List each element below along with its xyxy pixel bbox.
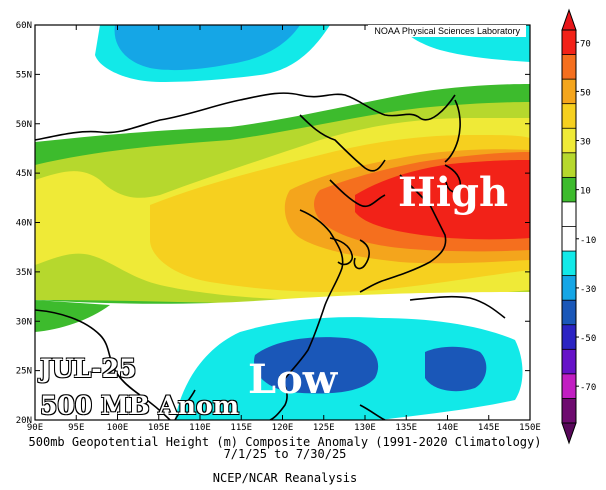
lon-label: 95E [68, 423, 84, 433]
lon-label: 105E [148, 423, 170, 433]
colorbar-label: -10 [580, 236, 596, 246]
low-label: Low [248, 356, 338, 403]
lat-label: 30N [16, 317, 32, 327]
colorbar-swatch [562, 30, 576, 55]
lon-label: 90E [27, 423, 43, 433]
colorbar-swatch [562, 103, 576, 129]
colorbar-swatch [562, 152, 576, 178]
colorbar-label: 10 [580, 187, 591, 197]
overlay-title: 500 MB Anom [40, 391, 240, 420]
anomaly-field [35, 25, 530, 420]
colorbar-label: -30 [580, 285, 596, 295]
colorbar-swatch [562, 226, 576, 252]
lon-label: 145E [478, 423, 500, 433]
colorbar-swatch [562, 79, 576, 104]
colorbar [561, 8, 579, 445]
lon-label: 140E [437, 423, 459, 433]
colorbar-label: -70 [580, 383, 596, 393]
lon-label: 130E [354, 423, 376, 433]
lon-label: 100E [107, 423, 129, 433]
latitude-labels: 60N 55N 50N 45N 40N 35N 30N 25N 20N [16, 21, 32, 426]
colorbar-swatch [562, 128, 576, 154]
longitude-labels: 90E 95E 100E 105E 110E 115E 120E 125E 130E 135E 14… [27, 423, 541, 433]
lon-label: 125E [313, 423, 335, 433]
lat-label: 25N [16, 367, 32, 377]
caption-dates: 7/1/25 to 7/30/25 [223, 447, 347, 461]
lat-label: 20N [16, 416, 32, 426]
lat-label: 60N [16, 21, 32, 31]
credit-label: NOAA Physical Sciences Laboratory [368, 25, 526, 37]
colorbar-swatch [562, 275, 576, 301]
lon-label: 135E [395, 423, 417, 433]
colorbar-swatch [562, 300, 576, 326]
colorbar-label: 50 [580, 88, 591, 98]
lat-label: 35N [16, 268, 32, 278]
lat-label: 50N [16, 120, 32, 130]
caption-title: 500mb Geopotential Height (m) Composite … [28, 435, 542, 449]
colorbar-swatch [562, 324, 576, 350]
lat-label: 40N [16, 219, 32, 229]
colorbar-top-arrow [561, 8, 577, 31]
overlay-month: JUL-25 [40, 354, 137, 383]
lat-label: 45N [16, 169, 32, 179]
lon-label: 150E [519, 423, 541, 433]
colorbar-labels: 70 50 30 10 -10 -30 -50 -70 [580, 39, 596, 393]
high-label: High [398, 169, 509, 216]
lat-label: 55N [16, 70, 32, 80]
lon-label: 120E [272, 423, 294, 433]
colorbar-label: -50 [580, 334, 596, 344]
colorbar-swatch [562, 177, 576, 203]
caption-source: NCEP/NCAR Reanalysis [212, 471, 358, 485]
lon-label: 115E [230, 423, 252, 433]
colorbar-swatch [562, 251, 576, 276]
lon-label: 110E [189, 423, 211, 433]
colorbar-swatch [562, 398, 576, 424]
colorbar-swatch [562, 349, 576, 375]
colorbar-swatch [562, 373, 576, 399]
colorbar-swatch [562, 54, 576, 80]
colorbar-label: 70 [580, 39, 591, 49]
colorbar-swatch [562, 201, 576, 227]
colorbar-label: 30 [580, 138, 591, 148]
coastlines [35, 92, 506, 420]
